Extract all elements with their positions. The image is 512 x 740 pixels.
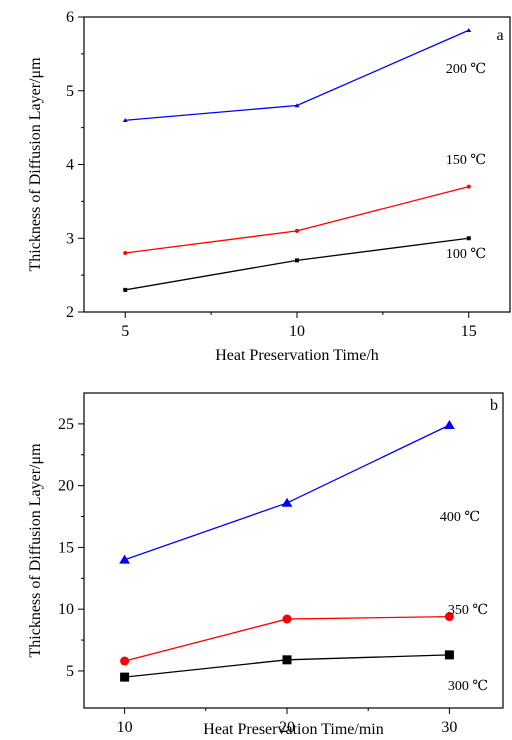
data-point-square xyxy=(466,236,471,241)
y-axis-title: Thickness of Diffusion Layer/μm xyxy=(27,57,44,272)
y-tick-label: 6 xyxy=(66,9,74,26)
series-label: 100 ℃ xyxy=(446,247,486,262)
data-point-triangle xyxy=(466,27,472,32)
y-tick-label: 15 xyxy=(58,539,74,556)
data-point-triangle xyxy=(119,554,131,564)
y-tick-label: 4 xyxy=(66,157,74,174)
data-point-circle xyxy=(466,184,471,189)
data-point-square xyxy=(123,287,128,292)
data-point-triangle xyxy=(281,497,293,507)
y-tick-label: 10 xyxy=(58,601,74,618)
x-tick-label: 20 xyxy=(279,719,295,736)
series-1: 350 ℃ xyxy=(120,603,488,666)
y-tick-label: 20 xyxy=(58,478,74,495)
x-axis-title: Heat Preservation Time/h xyxy=(215,347,379,364)
data-point-square xyxy=(444,650,454,660)
x-tick-label: 10 xyxy=(117,719,133,736)
plot-frame xyxy=(83,392,504,709)
panel-letter: a xyxy=(496,27,503,44)
series-label: 400 ℃ xyxy=(440,510,480,525)
series-0: 400 ℃ xyxy=(119,419,480,564)
series-line xyxy=(125,185,469,254)
data-point-square xyxy=(282,655,292,665)
data-point-circle xyxy=(295,228,299,233)
y-axis-title: Thickness of Diffusion Layer/μm xyxy=(27,443,44,658)
data-point-triangle xyxy=(294,103,300,108)
x-axis-title: Heat Preservation Time/min xyxy=(203,721,383,738)
y-tick-label: 5 xyxy=(66,83,74,100)
series-label: 200 ℃ xyxy=(446,62,486,77)
series-label: 300 ℃ xyxy=(448,679,488,694)
data-point-circle xyxy=(123,251,128,255)
data-point-circle xyxy=(444,612,454,622)
data-point-circle xyxy=(120,656,130,666)
x-tick-label: 5 xyxy=(121,323,129,340)
data-point-square xyxy=(295,258,299,263)
y-tick-label: 5 xyxy=(66,663,74,680)
y-tick-label: 25 xyxy=(58,416,74,433)
x-tick-label: 30 xyxy=(441,719,457,736)
chart-panel-a: 5 10 15 2 3 4 5 6 Heat Preservation Time/h Thickn… xyxy=(27,9,511,364)
series-1: 150 ℃ xyxy=(123,153,486,255)
series-line xyxy=(124,424,450,561)
data-point-triangle xyxy=(122,117,128,122)
x-tick-label: 10 xyxy=(289,323,305,340)
chart-panel-b: 10 20 30 5 10 15 20 25 Heat Preservation Time/mi… xyxy=(27,392,504,738)
y-tick-label: 2 xyxy=(66,304,74,321)
x-tick-label: 15 xyxy=(461,323,477,340)
series-0: 200 ℃ xyxy=(122,27,486,122)
series-2: 100 ℃ xyxy=(123,236,486,292)
series-2: 300 ℃ xyxy=(120,650,488,694)
data-point-triangle xyxy=(444,419,455,429)
series-label: 350 ℃ xyxy=(448,603,488,618)
data-point-square xyxy=(120,672,130,682)
series-label: 150 ℃ xyxy=(446,153,486,168)
data-point-circle xyxy=(282,614,292,624)
y-tick-label: 3 xyxy=(66,230,74,247)
panel-letter: b xyxy=(490,397,498,414)
